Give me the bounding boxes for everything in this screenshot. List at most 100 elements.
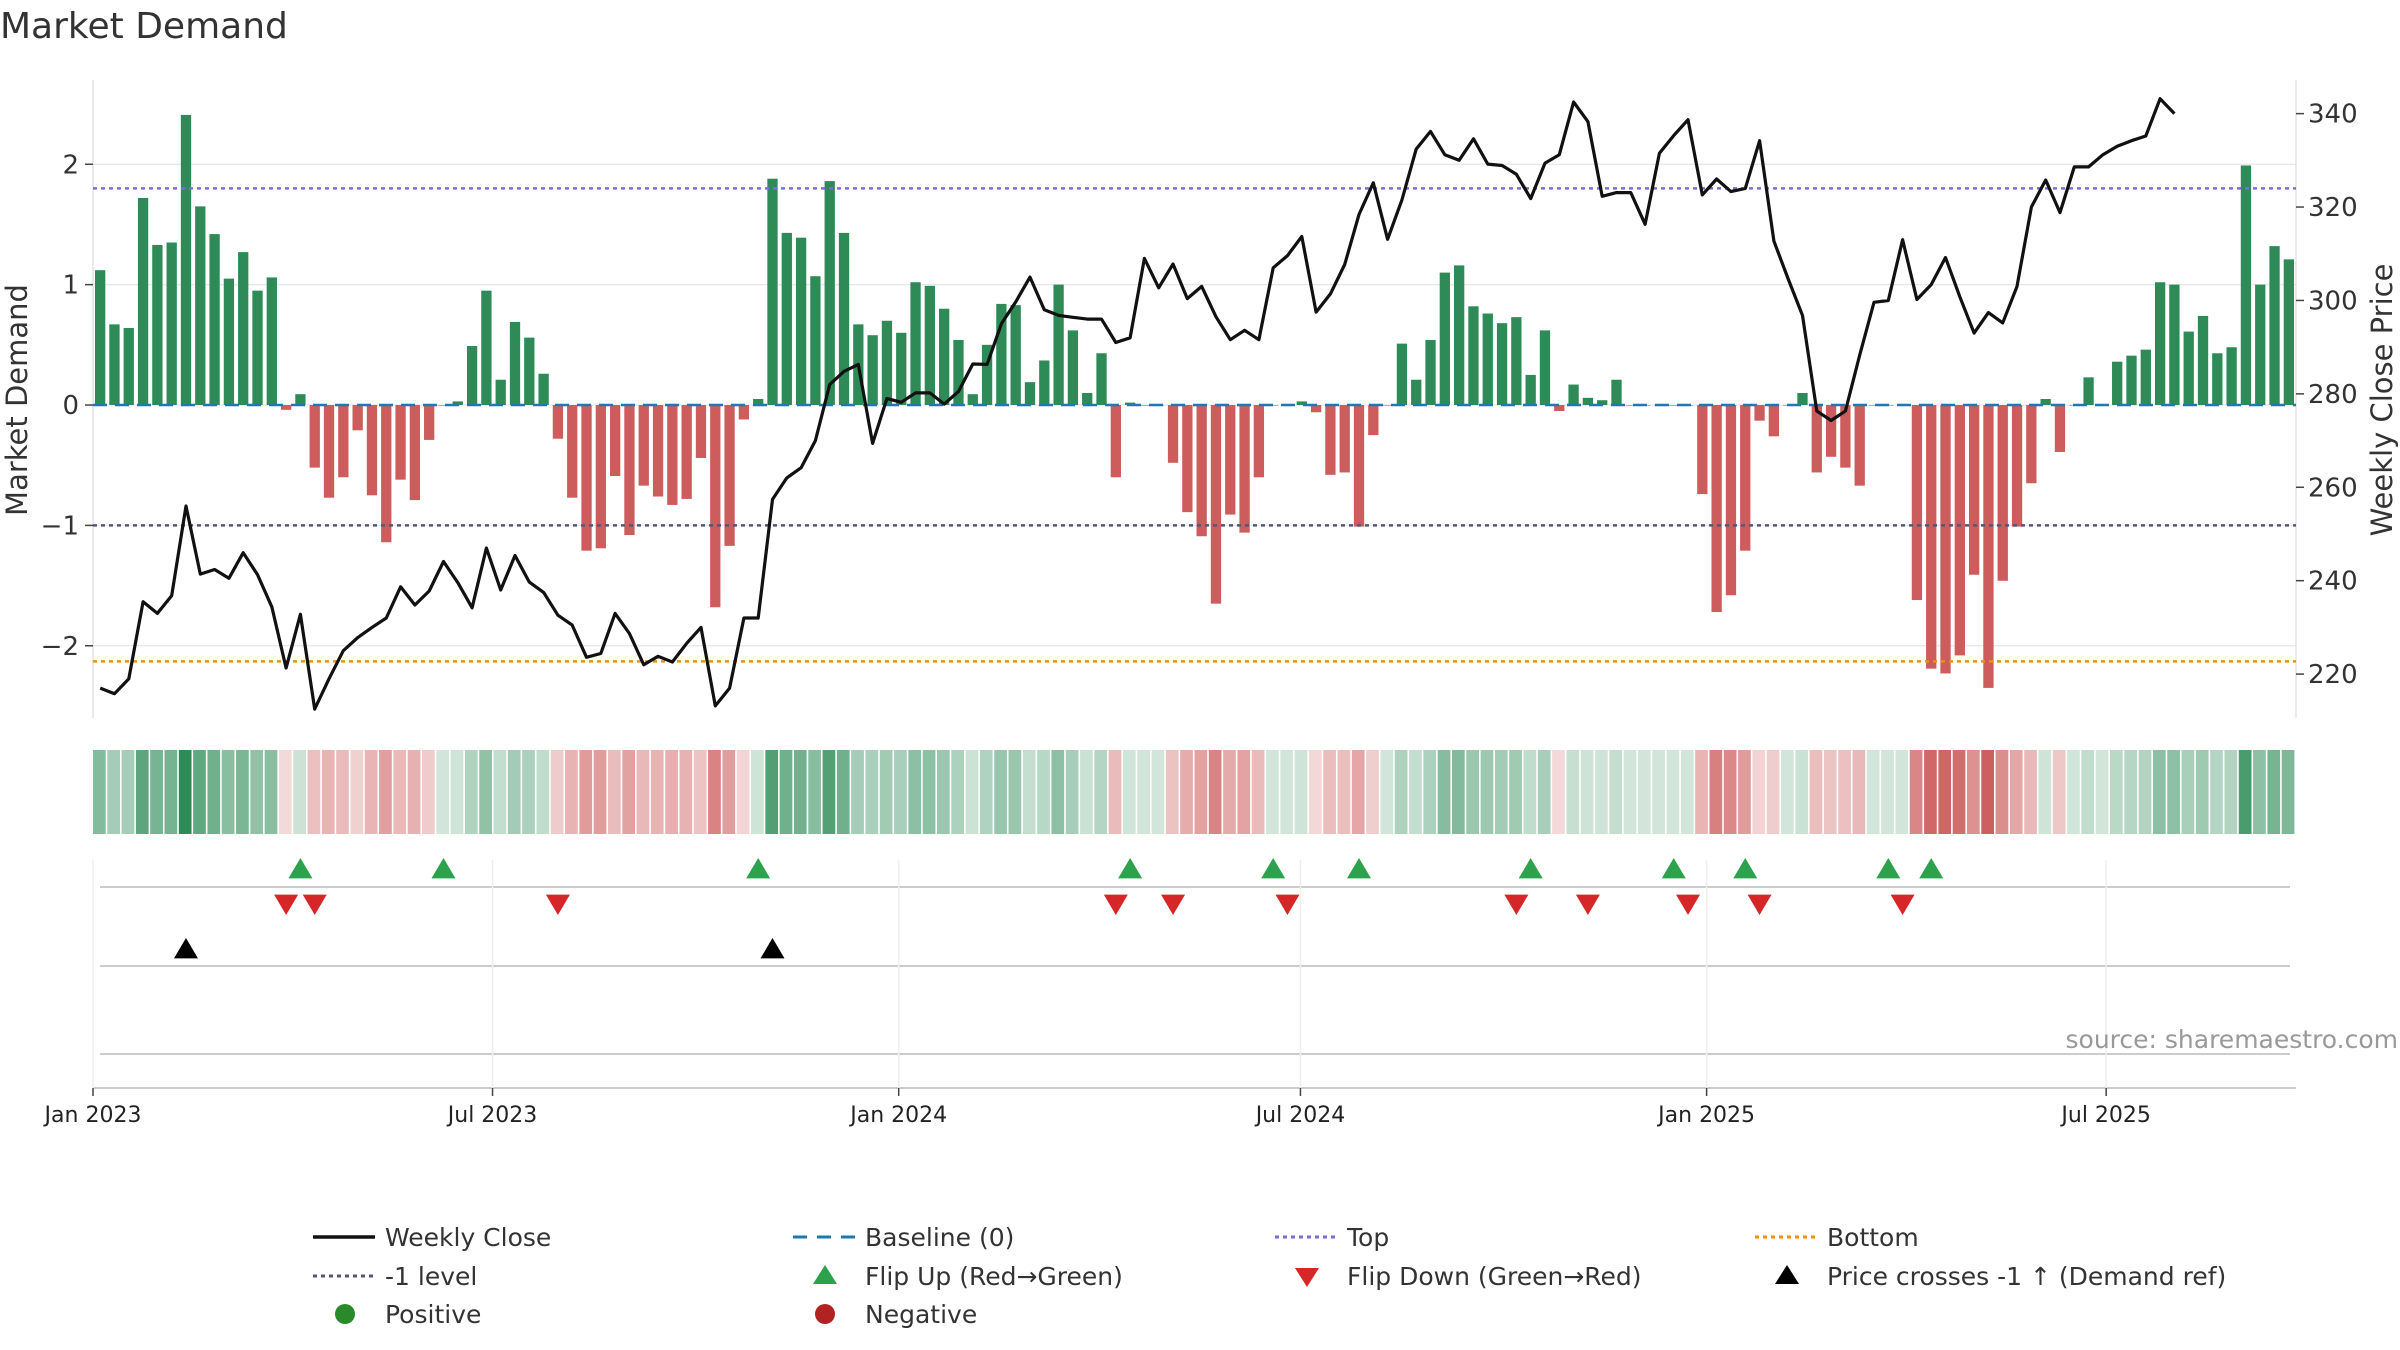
- strip-cell: [1838, 750, 1851, 834]
- strip-cell: [1308, 750, 1322, 834]
- strip-cell: [1552, 750, 1565, 834]
- strip-cell: [722, 750, 736, 834]
- strip-cell: [1051, 750, 1065, 834]
- flip-down-marker: [1103, 894, 1128, 915]
- strip-cell: [1351, 750, 1365, 834]
- flip-down-marker: [1275, 894, 1300, 915]
- demand-bar: [538, 373, 549, 406]
- demand-bar: [867, 335, 878, 406]
- strip-cell: [937, 750, 950, 834]
- demand-bar: [1611, 379, 1622, 406]
- demand-bar: [2226, 347, 2237, 406]
- demand-bar: [1268, 405, 1279, 406]
- strip-cell: [1323, 750, 1336, 834]
- strip-cell: [793, 750, 807, 834]
- strip-cell: [2038, 750, 2052, 834]
- demand-bar: [152, 244, 163, 406]
- strip-cell: [665, 750, 678, 834]
- demand-bar: [438, 405, 449, 406]
- legend-label: Negative: [865, 1300, 977, 1329]
- demand-bar: [1339, 405, 1350, 473]
- demand-bar: [2112, 361, 2123, 406]
- strip-cell: [1695, 750, 1708, 834]
- legend-label: Baseline (0): [865, 1223, 1014, 1252]
- strip-cell: [1280, 750, 1294, 834]
- demand-bar: [1482, 313, 1493, 406]
- flip-up-marker: [288, 858, 313, 879]
- flip-up-marker: [1733, 858, 1758, 879]
- demand-bar: [2269, 246, 2280, 406]
- strip-cell: [1623, 750, 1637, 834]
- demand-bar: [1110, 405, 1121, 478]
- demand-bar: [967, 394, 978, 406]
- demand-bar: [1811, 405, 1822, 473]
- strip-cell: [407, 750, 421, 834]
- strip-cell: [622, 750, 635, 834]
- flip-up-marker: [1919, 858, 1944, 879]
- strip-cell: [250, 750, 264, 834]
- strip-cell: [693, 750, 707, 834]
- strip-cell: [2167, 750, 2180, 834]
- demand-bar: [137, 197, 149, 406]
- demand-bar: [939, 308, 950, 406]
- demand-bar: [2026, 405, 2037, 484]
- strip-cell: [1966, 750, 1980, 834]
- demand-bar: [924, 285, 936, 406]
- strip-cell: [2238, 750, 2252, 834]
- demand-bar: [2183, 331, 2194, 406]
- strip-cell: [2024, 750, 2037, 834]
- x-tick-label: Jul 2025: [2059, 1103, 2151, 1128]
- strip-cell: [2095, 750, 2109, 834]
- strip-cell: [1866, 750, 1880, 834]
- flip-down-marker: [1747, 894, 1772, 915]
- strip-cell: [1409, 750, 1422, 834]
- demand-bar: [409, 405, 421, 501]
- strip-cell: [1122, 750, 1136, 834]
- demand-bar: [1139, 405, 1150, 406]
- strip-cell: [2110, 750, 2123, 834]
- demand-bar: [323, 405, 335, 498]
- flip-up-marker: [1261, 858, 1286, 879]
- demand-bar: [209, 234, 220, 406]
- demand-bar: [1539, 330, 1551, 406]
- demand-bar: [724, 405, 735, 546]
- strip-cell: [278, 750, 292, 834]
- legend-label: -1 level: [385, 1262, 477, 1291]
- strip-cell: [1008, 750, 1022, 834]
- demand-bar: [595, 405, 606, 549]
- demand-bar: [609, 405, 621, 477]
- strip-cell: [1938, 750, 1952, 834]
- y2-tick-label: 240: [2308, 567, 2358, 597]
- x-tick-label: Jan 2025: [1656, 1103, 1755, 1128]
- strip-cell: [879, 750, 893, 834]
- demand-bar: [280, 405, 292, 410]
- strip-cell: [1437, 750, 1451, 834]
- demand-bar: [123, 327, 134, 406]
- strip-cell: [2081, 750, 2095, 834]
- demand-bar: [1740, 405, 1751, 551]
- strip-cell: [1723, 750, 1737, 834]
- demand-bar: [2126, 355, 2137, 406]
- strip-cell: [1909, 750, 1923, 834]
- flip-up-marker: [1661, 858, 1686, 879]
- strip-cell: [493, 750, 507, 834]
- legend-swatch-triangle-up: [1775, 1265, 1799, 1284]
- demand-bar: [667, 405, 678, 505]
- strip-cell: [1451, 750, 1465, 834]
- demand-bar: [1983, 405, 1994, 688]
- strip-cell: [507, 750, 521, 834]
- flip-down-marker: [1504, 894, 1529, 915]
- demand-bar: [495, 379, 506, 406]
- strip-cell: [150, 750, 163, 834]
- demand-bar: [1926, 405, 1937, 669]
- demand-bar: [1253, 405, 1265, 478]
- demand-bar: [1182, 405, 1193, 513]
- weekly-close-line: [99, 97, 2176, 711]
- strip-cell: [2253, 750, 2266, 834]
- flip-up-marker: [1876, 858, 1901, 879]
- strip-cell: [364, 750, 378, 834]
- legend-swatch-circle: [335, 1304, 355, 1324]
- strip-cell: [1137, 750, 1150, 834]
- strip-cell: [593, 750, 607, 834]
